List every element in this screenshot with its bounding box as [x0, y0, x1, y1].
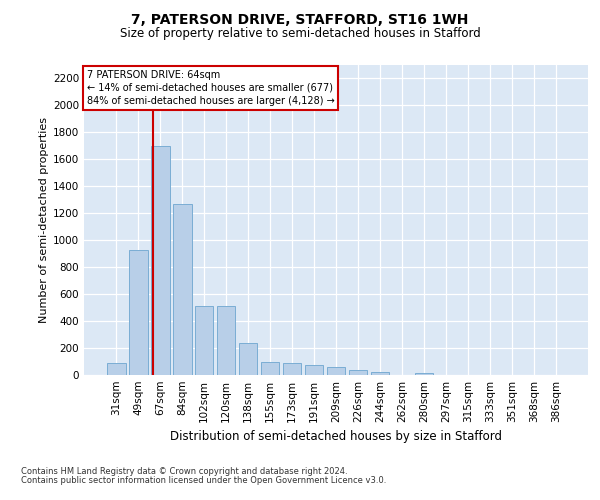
- Bar: [195, 306, 214, 375]
- Bar: [349, 370, 367, 375]
- Bar: [415, 373, 433, 375]
- Bar: [217, 306, 235, 375]
- X-axis label: Distribution of semi-detached houses by size in Stafford: Distribution of semi-detached houses by …: [170, 430, 502, 444]
- Bar: [283, 363, 301, 375]
- Bar: [151, 146, 170, 375]
- Text: 7, PATERSON DRIVE, STAFFORD, ST16 1WH: 7, PATERSON DRIVE, STAFFORD, ST16 1WH: [131, 12, 469, 26]
- Text: 7 PATERSON DRIVE: 64sqm
← 14% of semi-detached houses are smaller (677)
84% of s: 7 PATERSON DRIVE: 64sqm ← 14% of semi-de…: [86, 70, 334, 106]
- Y-axis label: Number of semi-detached properties: Number of semi-detached properties: [39, 117, 49, 323]
- Bar: [239, 344, 257, 375]
- Bar: [173, 204, 191, 375]
- Bar: [261, 362, 280, 375]
- Bar: [129, 250, 148, 375]
- Bar: [305, 365, 323, 375]
- Bar: [371, 372, 389, 375]
- Text: Contains HM Land Registry data © Crown copyright and database right 2024.: Contains HM Land Registry data © Crown c…: [21, 467, 347, 476]
- Text: Contains public sector information licensed under the Open Government Licence v3: Contains public sector information licen…: [21, 476, 386, 485]
- Text: Size of property relative to semi-detached houses in Stafford: Size of property relative to semi-detach…: [119, 28, 481, 40]
- Bar: [326, 367, 346, 375]
- Bar: [107, 363, 125, 375]
